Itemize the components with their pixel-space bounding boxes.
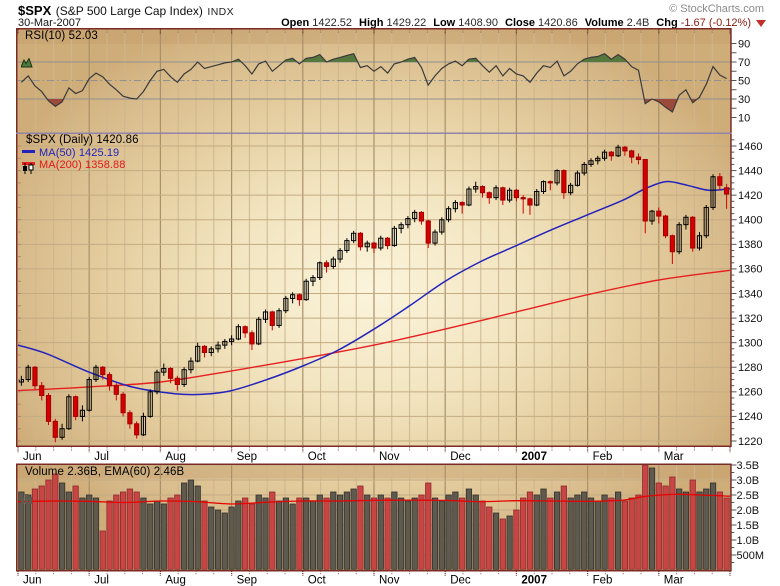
month-label: Jun	[23, 451, 42, 463]
price-axis-label: 1400	[738, 215, 762, 227]
volume-bars	[18, 464, 730, 570]
stockcharts-credit: © StockCharts.com	[669, 3, 764, 15]
volume-legend: Volume 2.36B, EMA(60) 2.46B	[21, 466, 185, 504]
month-label: Feb	[593, 575, 613, 586]
price-axis-label: 1460	[738, 141, 762, 153]
price-axis-label: 1340	[738, 288, 762, 300]
rsi-axis-label: 10	[738, 112, 750, 124]
quote-row: 30-Mar-2007 Open 1422.52 High 1429.22 Low 140…	[18, 17, 766, 30]
month-label: Jul	[94, 575, 109, 586]
month-label: Jun	[23, 575, 42, 586]
open-value: 1422.52	[312, 17, 353, 29]
symbol-ticker: $SPX	[18, 3, 52, 18]
month-label: 2007	[521, 575, 547, 586]
high-value: 1429.22	[386, 17, 427, 29]
month-label: Dec	[450, 451, 471, 463]
rsi-oversold-fill	[47, 99, 64, 107]
price-axis-label: 1300	[738, 337, 762, 349]
price-candles	[18, 144, 730, 443]
low-label: Low	[433, 17, 456, 29]
chg-label: Chg	[656, 17, 678, 29]
volume-axis-label: 2.0B	[737, 505, 760, 517]
month-label: Feb	[593, 451, 613, 463]
price-axis-label: 1240	[738, 411, 762, 423]
chart-canvas: 1460 1440 1420 1400 1380 1360 1340 1320 1300 1280…	[16, 28, 765, 586]
month-label: Oct	[308, 451, 327, 463]
month-label: Nov	[379, 575, 400, 586]
volume-value: 2.4B	[626, 17, 650, 29]
upper-panel-frame	[16, 28, 732, 447]
price-axis-label: 1260	[738, 387, 762, 399]
chevron-down-icon[interactable]	[756, 19, 766, 27]
ma50-legend-label: MA(50) 1425.19	[39, 146, 120, 159]
month-label: Sep	[237, 451, 257, 463]
price-legend-row: $SPX (Daily) 1420.86	[22, 134, 139, 174]
ma50-line	[17, 180, 731, 396]
volume-axis-label: 1.5B	[737, 520, 760, 532]
volume-ema-line	[17, 493, 731, 505]
ma200-legend-row: MA(200) 1358.88	[22, 159, 139, 172]
grid-lines	[18, 29, 730, 570]
month-label: Mar	[664, 451, 684, 463]
volume-axis-label: 3.5B	[737, 460, 760, 472]
ma200-line-swatch	[22, 162, 35, 165]
close-label: Close	[505, 17, 535, 29]
rsi-axis-label: 50	[738, 75, 750, 87]
rsi-overbought-fill	[283, 58, 298, 62]
x-axis-labels: Jun Jun Jul Jul Aug Aug Sep Sep Oct Oct Nov Nov Dec D…	[23, 451, 684, 586]
price-axis-label: 1280	[738, 362, 762, 374]
volume-axis-label: 3.0B	[737, 475, 760, 487]
close-value: 1420.86	[537, 17, 578, 29]
rsi-legend-label: RSI(10) 52.03	[25, 30, 98, 42]
month-label: Aug	[165, 451, 185, 463]
ma200-legend-label: MA(200) 1358.88	[39, 159, 126, 171]
rsi-line	[20, 52, 727, 113]
volume-axis-label: 500M	[737, 550, 765, 562]
ma50-line-swatch	[22, 149, 35, 153]
month-label: Oct	[308, 575, 327, 586]
rsi-axis-label: 90	[738, 38, 750, 50]
volume-legend-label: Volume 2.36B, EMA(60) 2.46B	[25, 466, 185, 478]
month-label: Nov	[379, 451, 400, 463]
open-label: Open	[281, 17, 310, 29]
symbol-name: (S&P 500 Large Cap Index)	[55, 4, 203, 18]
rsi-axis-label: 30	[738, 94, 750, 106]
price-axis-label: 1380	[738, 239, 762, 251]
price-axis-label: 1420	[738, 190, 762, 202]
month-label: Mar	[664, 575, 684, 586]
rsi-overbought-fill	[326, 53, 358, 62]
month-label: Sep	[237, 575, 257, 586]
chart-header: $SPX (S&P 500 Large Cap Index) INDX © St…	[18, 2, 766, 30]
chg-value: -1.67 (-0.12%)	[680, 17, 751, 29]
price-axis-label: 1360	[738, 264, 762, 276]
price-legend-label: $SPX (Daily) 1420.86	[26, 134, 139, 146]
month-label: Jul	[94, 451, 109, 463]
month-label: 2007	[521, 451, 547, 463]
month-label: Dec	[450, 575, 471, 586]
rsi-overbought-fill	[301, 54, 327, 62]
rsi-overbought-fill	[580, 53, 628, 62]
low-value: 1408.90	[458, 17, 498, 29]
rsi-axis-label: 70	[738, 57, 750, 69]
title-row: $SPX (S&P 500 Large Cap Index) INDX © St…	[18, 2, 766, 18]
high-label: High	[359, 17, 384, 29]
rsi-legend: RSI(10) 52.03	[21, 30, 98, 68]
symbol-exchange: INDX	[207, 6, 235, 18]
volume-axis-label: 1.0B	[737, 535, 760, 547]
price-axis-label: 1440	[738, 165, 762, 177]
rsi-oversold-fill	[652, 99, 678, 112]
price-axis-label: 1220	[738, 436, 762, 448]
price-legend: $SPX (Daily) 1420.86 MA(50) 1425.19 MA(2…	[22, 134, 139, 174]
month-label: Aug	[165, 575, 185, 586]
y-axis-labels: 1460 1440 1420 1400 1380 1360 1340 1320 1300 1280…	[731, 38, 765, 563]
volume-axis-label: 2.5B	[737, 490, 760, 502]
ohlc-quote: Open 1422.52 High 1429.22 Low 1408.90 Close 142…	[274, 17, 766, 29]
volume-panel-frame	[16, 463, 732, 572]
ma50-legend-row: MA(50) 1425.19	[22, 146, 139, 160]
volume-label: Volume	[584, 17, 624, 29]
chart-date: 30-Mar-2007	[18, 17, 81, 29]
ma200-line	[17, 269, 731, 392]
price-axis-label: 1320	[738, 313, 762, 325]
